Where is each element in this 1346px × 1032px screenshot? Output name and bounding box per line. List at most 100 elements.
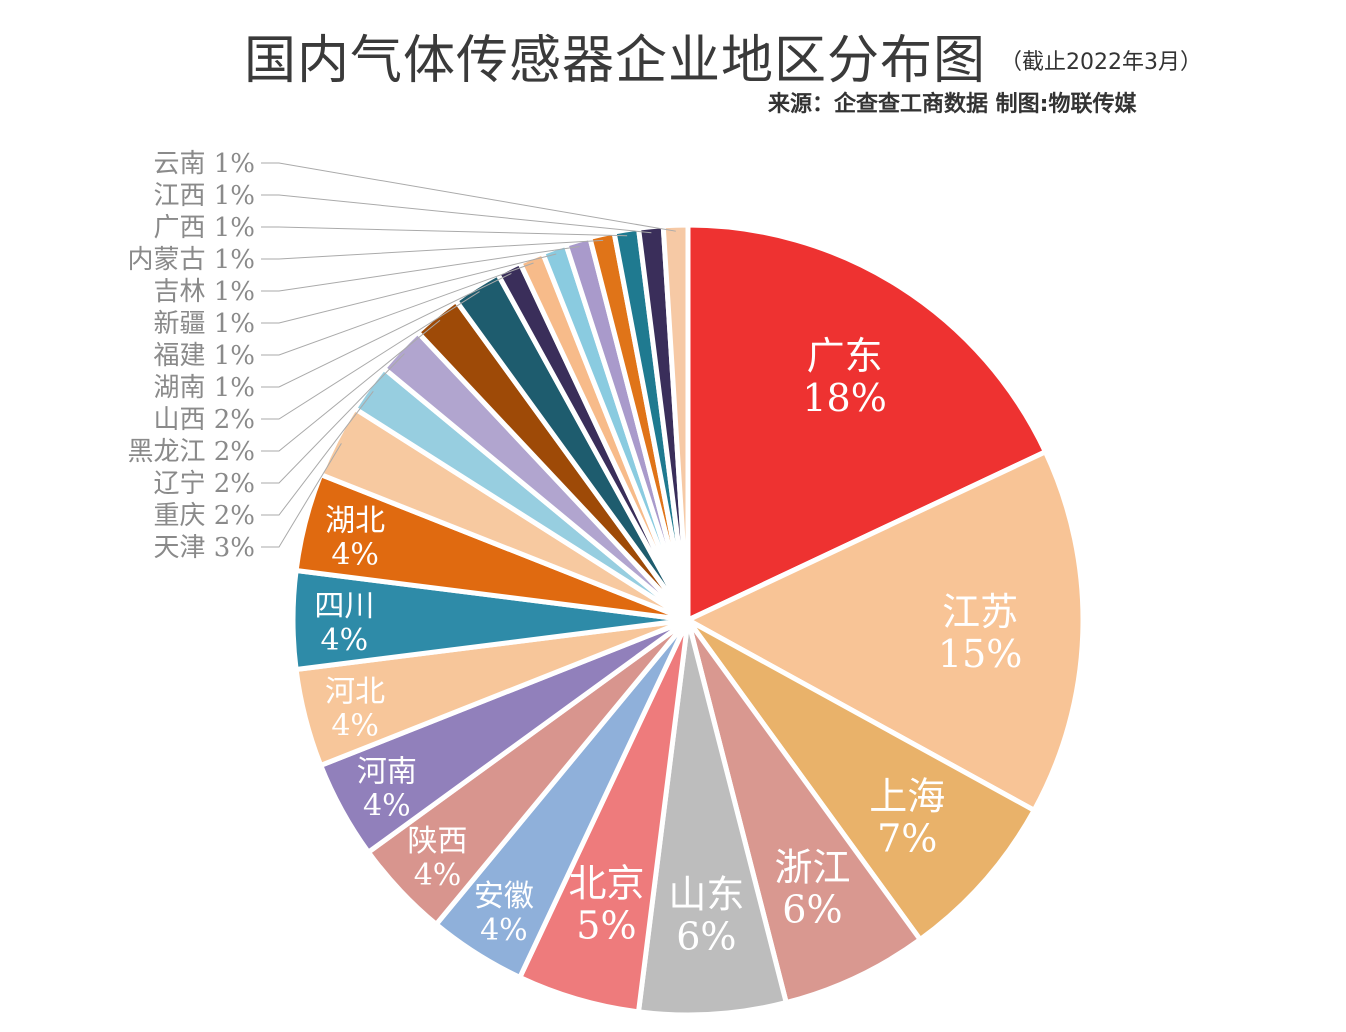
slice-name: 福建 xyxy=(153,341,213,371)
slice-name: 内蒙古 xyxy=(127,245,213,275)
slice-label-福建: 福建 1% xyxy=(153,262,534,371)
pie-slice-江苏 xyxy=(682,448,1086,814)
chart-source: 来源：企查查工商数据 制图:物联传媒 xyxy=(768,92,1137,117)
slice-name: 黑龙江 xyxy=(127,437,213,467)
chart-subtitle: （截止2022年3月） xyxy=(1000,50,1202,75)
slice-percent: 2% xyxy=(214,501,255,531)
slice-name: 湖南 xyxy=(153,373,213,403)
slice-name: 山西 xyxy=(153,405,213,435)
slice-percent: 15% xyxy=(938,632,1022,676)
chart-title: 国内气体传感器企业地区分布图 xyxy=(244,31,987,91)
slice-label-安徽: 安徽4% xyxy=(474,879,534,948)
slice-percent: 6% xyxy=(676,915,736,959)
slice-percent: 6% xyxy=(782,887,842,931)
slice-name: 江西 xyxy=(153,181,213,211)
leader-line xyxy=(261,319,441,452)
leader-line xyxy=(261,245,580,292)
leader-line xyxy=(261,253,557,324)
pie-slice-广东 xyxy=(685,222,1049,624)
slice-percent: 4% xyxy=(331,538,379,573)
leader-line xyxy=(261,353,405,484)
slice-label-text: 黑龙江 2% xyxy=(127,437,255,467)
slice-percent: 4% xyxy=(414,858,462,893)
slice-label-text: 福建 1% xyxy=(153,341,255,371)
slice-label-陕西: 陕西4% xyxy=(407,824,467,893)
slice-label-text: 山西 2% xyxy=(153,405,255,435)
slice-label-text: 湖南 1% xyxy=(153,373,255,403)
slice-name: 广东 xyxy=(807,334,883,378)
slice-label-内蒙古: 内蒙古 1% xyxy=(127,239,604,275)
leader-line xyxy=(261,262,534,356)
slice-percent: 1% xyxy=(214,149,255,179)
slice-name: 安徽 xyxy=(474,879,534,914)
slice-name: 新疆 xyxy=(153,309,213,339)
slice-name: 山东 xyxy=(668,873,744,917)
slice-label-text: 江西 1% xyxy=(153,181,255,211)
slice-label-江西: 江西 1% xyxy=(153,181,652,234)
slice-label-湖南: 湖南 1% xyxy=(153,272,512,403)
slice-percent: 1% xyxy=(214,181,255,211)
leader-line xyxy=(261,162,676,232)
leader-line xyxy=(261,443,342,548)
slice-percent: 1% xyxy=(214,341,255,371)
slice-percent: 2% xyxy=(214,405,255,435)
slice-label-上海: 上海7% xyxy=(869,774,945,860)
slice-name: 云南 xyxy=(153,149,213,179)
slice-percent: 1% xyxy=(214,309,255,339)
slice-label-浙江: 浙江6% xyxy=(774,845,850,931)
slice-percent: 4% xyxy=(363,789,411,824)
slice-label-重庆: 重庆 2% xyxy=(153,391,374,531)
slice-percent: 7% xyxy=(877,816,937,860)
slice-label-山东: 山东6% xyxy=(668,873,744,959)
slice-percent: 1% xyxy=(214,373,255,403)
leader-line xyxy=(261,291,480,420)
slice-percent: 3% xyxy=(214,533,255,563)
leader-line xyxy=(261,391,374,516)
slice-label-山西: 山西 2% xyxy=(153,291,480,435)
slice-name: 浙江 xyxy=(774,845,850,889)
slice-label-四川: 四川4% xyxy=(314,589,374,658)
slice-label-吉林: 吉林 1% xyxy=(153,245,580,307)
slice-label-云南: 云南 1% xyxy=(153,149,676,232)
slice-label-text: 广西 1% xyxy=(153,213,255,243)
slice-label-text: 吉林 1% xyxy=(153,277,255,307)
slice-percent: 2% xyxy=(214,437,255,467)
slice-name: 江苏 xyxy=(942,590,1018,634)
slice-label-text: 新疆 1% xyxy=(153,309,255,339)
slice-name: 河北 xyxy=(325,674,385,709)
slice-name: 湖北 xyxy=(325,504,385,539)
slice-label-广西: 广西 1% xyxy=(153,213,628,243)
slice-label-河南: 河南4% xyxy=(357,755,417,824)
leader-line xyxy=(261,226,628,237)
slice-percent: 2% xyxy=(214,469,255,499)
slice-percent: 5% xyxy=(576,904,636,948)
slice-name: 广西 xyxy=(153,213,213,243)
slice-percent: 1% xyxy=(214,277,255,307)
slice-name: 四川 xyxy=(314,589,374,624)
slice-label-text: 辽宁 2% xyxy=(153,469,255,499)
slice-name: 河南 xyxy=(357,755,417,790)
slice-label-湖北: 湖北4% xyxy=(325,504,385,573)
slice-percent: 1% xyxy=(214,213,255,243)
pie-slice-上海 xyxy=(685,617,1038,944)
pie-slice-山东 xyxy=(635,619,790,1018)
slice-label-河北: 河北4% xyxy=(325,674,385,743)
slice-name: 上海 xyxy=(869,774,945,818)
slice-name: 吉林 xyxy=(153,277,213,307)
slice-label-text: 重庆 2% xyxy=(153,501,255,531)
pie-slice-浙江 xyxy=(685,618,924,1006)
slice-label-黑龙江: 黑龙江 2% xyxy=(127,319,441,467)
slice-percent: 4% xyxy=(480,913,528,948)
slice-name: 陕西 xyxy=(407,824,467,859)
slice-percent: 4% xyxy=(321,623,369,658)
slice-label-新疆: 新疆 1% xyxy=(153,253,557,339)
slice-name: 北京 xyxy=(568,862,644,906)
slice-percent: 18% xyxy=(802,376,886,420)
leader-line xyxy=(261,239,604,260)
slice-name: 天津 xyxy=(153,533,213,563)
slice-label-辽宁: 辽宁 2% xyxy=(153,353,405,499)
slice-name: 辽宁 xyxy=(153,469,213,499)
